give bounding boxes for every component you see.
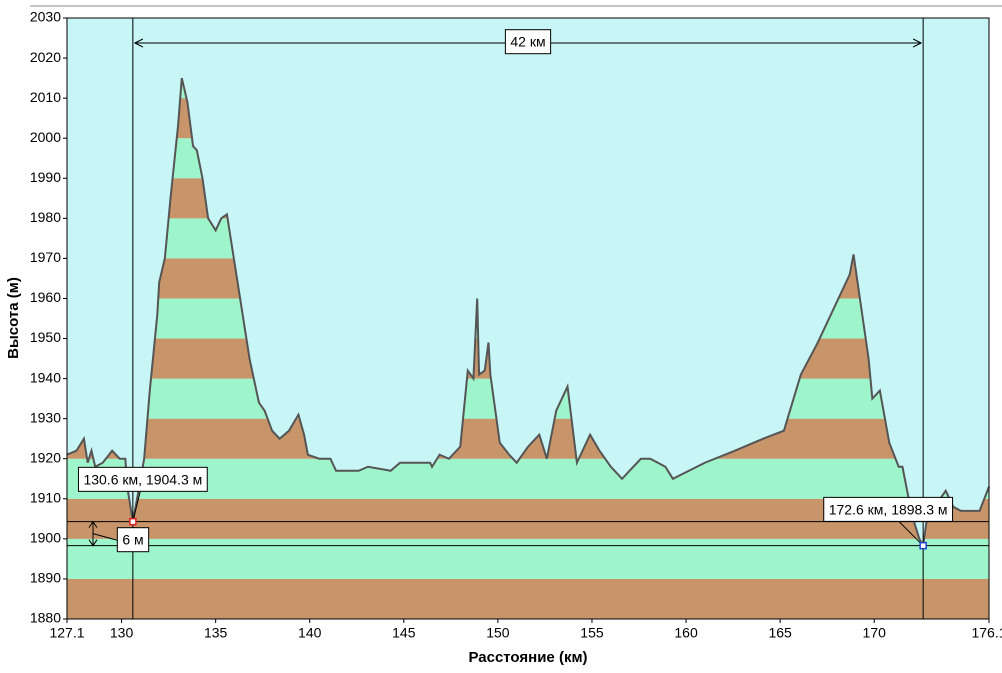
y-tick-label: 1960 [30, 289, 61, 305]
marker-point [129, 517, 137, 526]
x-tick-label: 140 [298, 625, 322, 641]
distance-label-box [504, 29, 552, 55]
y-tick-label: 1910 [30, 490, 61, 506]
height-label-box [116, 527, 150, 553]
x-tick-label: 155 [580, 625, 604, 641]
plot-frame [66, 17, 990, 620]
y-tick-label: 1990 [30, 169, 61, 185]
marker-label: 130.6 км, 1904.3 м [83, 471, 202, 487]
profile-line [66, 77, 990, 549]
x-tick-label: 127.1 [49, 625, 84, 641]
x-tick-label: 160 [674, 625, 698, 641]
elevation-band [67, 578, 989, 619]
x-tick-label: 170 [863, 625, 887, 641]
arrow-head [88, 520, 98, 547]
marker-label: 172.6 км, 1898.3 м [829, 501, 948, 517]
elevation-band [67, 538, 989, 579]
y-tick-label: 1980 [30, 209, 61, 225]
x-tick-label: 176.1 [971, 625, 1002, 641]
y-tick-label: 1920 [30, 449, 61, 465]
y-tick-label: 1880 [30, 610, 61, 626]
y-tick-label: 1970 [30, 249, 61, 265]
elevation-band [67, 458, 989, 499]
y-tick-label: 1940 [30, 369, 61, 385]
x-tick-label: 145 [392, 625, 416, 641]
y-tick-label: 1950 [30, 329, 61, 345]
y-tick-label: 1930 [30, 409, 61, 425]
y-tick-label: 2000 [30, 129, 61, 145]
arrow-head [133, 38, 923, 48]
y-tick-label: 1900 [30, 530, 61, 546]
x-tick-label: 135 [204, 625, 228, 641]
y-tick-label: 2020 [30, 49, 61, 65]
x-axis-label: Расстояние (км) [468, 649, 587, 666]
height-leader [92, 533, 121, 542]
y-tick-label: 1890 [30, 570, 61, 586]
marker-label-box [823, 496, 954, 522]
y-tick-label: 2030 [30, 9, 61, 25]
marker-label-box [77, 466, 208, 492]
y-tick-label: 2010 [30, 89, 61, 105]
height-label: 6 м [122, 532, 143, 548]
marker-point [919, 541, 927, 550]
distance-label: 42 км [510, 34, 545, 50]
y-axis-label: Высота (м) [5, 277, 22, 359]
x-tick-label: 150 [486, 625, 510, 641]
x-tick-label: 165 [768, 625, 792, 641]
x-tick-label: 130 [110, 625, 134, 641]
